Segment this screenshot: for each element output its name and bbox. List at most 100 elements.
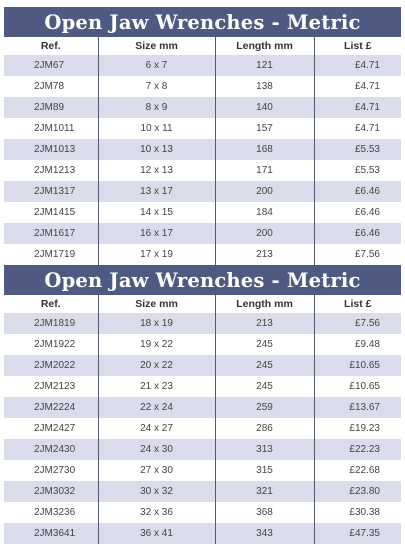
price-cell: £9.48: [313, 334, 401, 355]
length-cell: 168: [214, 139, 314, 160]
size-cell: 36 x 41: [97, 523, 215, 544]
ref-cell: 2JM78: [4, 76, 98, 97]
price-cell: £30.38: [313, 502, 401, 523]
size-cell: 24 x 27: [97, 418, 215, 439]
length-cell: 313: [214, 439, 314, 460]
header-ref: Ref.: [4, 295, 98, 313]
price-cell: £6.46: [313, 202, 401, 223]
table-row: 2JM2430 24 x 30 313 £22.23: [4, 439, 401, 460]
length-cell: 259: [214, 397, 314, 418]
price-table: Ref. Size mm Length mm List £ 2JM1819 18 …: [4, 295, 401, 544]
header-size: Size mm: [97, 295, 215, 313]
ref-cell: 2JM3032: [4, 481, 98, 502]
table-row: 2JM2224 22 x 24 259 £13.67: [4, 397, 401, 418]
size-cell: 6 x 7: [97, 55, 215, 76]
size-cell: 27 x 30: [97, 460, 215, 481]
ref-cell: 2JM2224: [4, 397, 98, 418]
table-row: 2JM1317 13 x 17 200 £6.46: [4, 181, 401, 202]
ref-cell: 2JM3641: [4, 523, 98, 544]
table-row: 2JM78 7 x 8 138 £4.71: [4, 76, 401, 97]
header-price: List £: [313, 295, 401, 313]
length-cell: 171: [214, 160, 314, 181]
length-cell: 200: [214, 223, 314, 244]
price-cell: £10.65: [313, 376, 401, 397]
size-cell: 16 x 17: [97, 223, 215, 244]
table-row: 2JM1415 14 x 15 184 £6.46: [4, 202, 401, 223]
price-cell: £6.46: [313, 223, 401, 244]
ref-cell: 2JM89: [4, 97, 98, 118]
table-row: 2JM1617 16 x 17 200 £6.46: [4, 223, 401, 244]
ref-cell: 2JM2730: [4, 460, 98, 481]
length-cell: 315: [214, 460, 314, 481]
length-cell: 157: [214, 118, 314, 139]
table-row: 2JM2427 24 x 27 286 £19.23: [4, 418, 401, 439]
size-cell: 18 x 19: [97, 313, 215, 334]
size-cell: 22 x 24: [97, 397, 215, 418]
price-cell: £5.53: [313, 139, 401, 160]
table-row: 2JM3032 30 x 32 321 £23.80: [4, 481, 401, 502]
table-row: 2JM1922 19 x 22 245 £9.48: [4, 334, 401, 355]
length-cell: 213: [214, 244, 314, 265]
ref-cell: 2JM1819: [4, 313, 98, 334]
size-cell: 7 x 8: [97, 76, 215, 97]
size-cell: 24 x 30: [97, 439, 215, 460]
header-ref: Ref.: [4, 37, 98, 55]
length-cell: 343: [214, 523, 314, 544]
table-row: 2JM2730 27 x 30 315 £22.68: [4, 460, 401, 481]
price-cell: £19.23: [313, 418, 401, 439]
price-cell: £4.71: [313, 118, 401, 139]
table-row: 2JM67 6 x 7 121 £4.71: [4, 55, 401, 76]
price-cell: £7.56: [313, 244, 401, 265]
length-cell: 286: [214, 418, 314, 439]
table-title: Open Jaw Wrenches - Metric: [4, 265, 401, 295]
ref-cell: 2JM1317: [4, 181, 98, 202]
price-cell: £6.46: [313, 181, 401, 202]
price-cell: £22.23: [313, 439, 401, 460]
table-title: Open Jaw Wrenches - Metric: [4, 7, 401, 37]
ref-cell: 2JM2430: [4, 439, 98, 460]
table-row: 2JM1719 17 x 19 213 £7.56: [4, 244, 401, 265]
table-row: 2JM1819 18 x 19 213 £7.56: [4, 313, 401, 334]
length-cell: 184: [214, 202, 314, 223]
size-cell: 8 x 9: [97, 97, 215, 118]
length-cell: 368: [214, 502, 314, 523]
size-cell: 19 x 22: [97, 334, 215, 355]
ref-cell: 2JM1922: [4, 334, 98, 355]
ref-cell: 2JM1415: [4, 202, 98, 223]
ref-cell: 2JM3236: [4, 502, 98, 523]
ref-cell: 2JM1213: [4, 160, 98, 181]
ref-cell: 2JM1719: [4, 244, 98, 265]
ref-cell: 2JM67: [4, 55, 98, 76]
price-cell: £4.71: [313, 97, 401, 118]
length-cell: 245: [214, 334, 314, 355]
price-cell: £13.67: [313, 397, 401, 418]
size-cell: 20 x 22: [97, 355, 215, 376]
table-header-row: Ref. Size mm Length mm List £: [4, 37, 401, 55]
table-header-row: Ref. Size mm Length mm List £: [4, 295, 401, 313]
header-price: List £: [313, 37, 401, 55]
length-cell: 213: [214, 313, 314, 334]
length-cell: 138: [214, 76, 314, 97]
size-cell: 10 x 11: [97, 118, 215, 139]
ref-cell: 2JM2123: [4, 376, 98, 397]
ref-cell: 2JM1617: [4, 223, 98, 244]
price-table-block: Open Jaw Wrenches - Metric Ref. Size mm …: [4, 265, 401, 544]
size-cell: 10 x 13: [97, 139, 215, 160]
length-cell: 121: [214, 55, 314, 76]
size-cell: 30 x 32: [97, 481, 215, 502]
header-size: Size mm: [97, 37, 215, 55]
price-cell: £47.35: [313, 523, 401, 544]
length-cell: 245: [214, 355, 314, 376]
ref-cell: 2JM1013: [4, 139, 98, 160]
ref-cell: 2JM1011: [4, 118, 98, 139]
size-cell: 21 x 23: [97, 376, 215, 397]
size-cell: 14 x 15: [97, 202, 215, 223]
ref-cell: 2JM2427: [4, 418, 98, 439]
table-row: 2JM1011 10 x 11 157 £4.71: [4, 118, 401, 139]
length-cell: 200: [214, 181, 314, 202]
size-cell: 13 x 17: [97, 181, 215, 202]
price-cell: £22.68: [313, 460, 401, 481]
price-table-block: Open Jaw Wrenches - Metric Ref. Size mm …: [4, 7, 401, 265]
table-row: 2JM3236 32 x 36 368 £30.38: [4, 502, 401, 523]
header-length: Length mm: [214, 37, 314, 55]
